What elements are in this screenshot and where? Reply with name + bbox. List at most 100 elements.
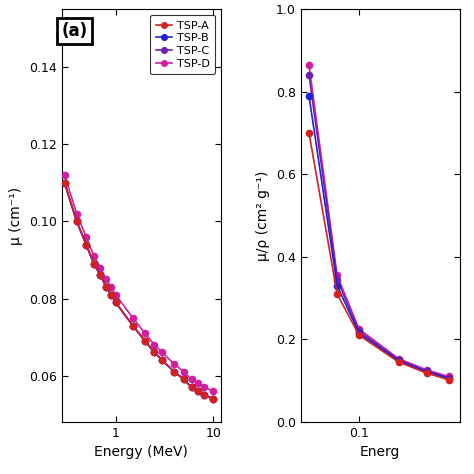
TSP-B	[98, 273, 103, 278]
TSP-D	[152, 342, 157, 347]
TSP-A	[201, 392, 207, 398]
TSP-B	[103, 284, 109, 290]
Line: TSP-C: TSP-C	[62, 180, 216, 402]
TSP-A	[91, 261, 97, 267]
Text: (a): (a)	[61, 22, 87, 40]
TSP-B	[334, 283, 340, 289]
TSP-A	[446, 377, 452, 383]
TSP-A	[142, 338, 148, 344]
TSP-A	[83, 242, 89, 247]
TSP-D	[181, 369, 187, 374]
TSP-A	[113, 300, 118, 305]
TSP-B	[62, 180, 67, 186]
TSP-C	[159, 357, 165, 363]
Line: TSP-D: TSP-D	[306, 62, 452, 380]
Line: TSP-D: TSP-D	[62, 172, 216, 394]
TSP-C	[396, 357, 401, 363]
Line: TSP-B: TSP-B	[62, 180, 216, 402]
TSP-D	[306, 62, 312, 68]
TSP-C	[189, 384, 194, 390]
TSP-A	[108, 292, 114, 298]
TSP-A	[62, 180, 67, 186]
TSP-A	[306, 130, 312, 136]
X-axis label: Energy (MeV): Energy (MeV)	[94, 445, 188, 459]
TSP-A	[356, 332, 362, 338]
TSP-A	[181, 377, 187, 383]
TSP-D	[334, 273, 340, 278]
TSP-D	[62, 173, 67, 178]
TSP-C	[91, 261, 97, 267]
TSP-A	[424, 370, 430, 376]
Line: TSP-A: TSP-A	[62, 180, 216, 402]
TSP-C	[424, 368, 430, 374]
TSP-D	[159, 350, 165, 356]
TSP-C	[446, 375, 452, 381]
TSP-A	[159, 357, 165, 363]
TSP-B	[142, 338, 148, 344]
TSP-B	[210, 396, 216, 401]
Line: TSP-C: TSP-C	[306, 73, 452, 381]
TSP-C	[356, 328, 362, 334]
TSP-D	[103, 276, 109, 282]
TSP-B	[306, 93, 312, 99]
TSP-C	[74, 219, 80, 224]
TSP-D	[424, 367, 430, 373]
TSP-D	[396, 356, 401, 362]
TSP-B	[172, 369, 177, 374]
TSP-C	[98, 273, 103, 278]
TSP-D	[130, 315, 136, 320]
TSP-C	[181, 377, 187, 383]
TSP-B	[152, 350, 157, 356]
Line: TSP-B: TSP-B	[306, 93, 452, 382]
TSP-C	[152, 350, 157, 356]
TSP-D	[74, 211, 80, 217]
TSP-B	[91, 261, 97, 267]
TSP-D	[201, 384, 207, 390]
TSP-C	[306, 73, 312, 78]
TSP-B	[159, 357, 165, 363]
TSP-A	[130, 323, 136, 328]
TSP-B	[201, 392, 207, 398]
TSP-A	[103, 284, 109, 290]
TSP-D	[446, 374, 452, 379]
TSP-C	[195, 388, 201, 394]
TSP-B	[74, 219, 80, 224]
TSP-A	[396, 359, 401, 365]
TSP-C	[130, 323, 136, 328]
TSP-C	[142, 338, 148, 344]
TSP-D	[195, 381, 201, 386]
TSP-B	[195, 388, 201, 394]
Y-axis label: μ (cm⁻¹): μ (cm⁻¹)	[9, 187, 23, 245]
TSP-D	[172, 361, 177, 367]
TSP-D	[108, 284, 114, 290]
TSP-A	[334, 291, 340, 297]
TSP-A	[189, 384, 194, 390]
TSP-A	[195, 388, 201, 394]
TSP-D	[356, 326, 362, 332]
TSP-D	[142, 330, 148, 336]
TSP-D	[83, 234, 89, 240]
TSP-A	[98, 273, 103, 278]
TSP-B	[424, 369, 430, 375]
TSP-B	[108, 292, 114, 298]
TSP-C	[172, 369, 177, 374]
TSP-C	[62, 180, 67, 186]
TSP-D	[113, 292, 118, 298]
TSP-B	[113, 300, 118, 305]
TSP-B	[181, 377, 187, 383]
TSP-C	[113, 300, 118, 305]
TSP-C	[210, 396, 216, 401]
TSP-C	[201, 392, 207, 398]
Y-axis label: μ/ρ (cm² g⁻¹): μ/ρ (cm² g⁻¹)	[256, 171, 270, 261]
TSP-A	[172, 369, 177, 374]
TSP-C	[103, 284, 109, 290]
TSP-D	[91, 253, 97, 259]
TSP-C	[108, 292, 114, 298]
X-axis label: Energ: Energ	[360, 445, 401, 459]
TSP-C	[334, 277, 340, 283]
Line: TSP-A: TSP-A	[306, 130, 452, 383]
TSP-A	[152, 350, 157, 356]
TSP-D	[189, 377, 194, 383]
TSP-C	[83, 242, 89, 247]
TSP-B	[130, 323, 136, 328]
